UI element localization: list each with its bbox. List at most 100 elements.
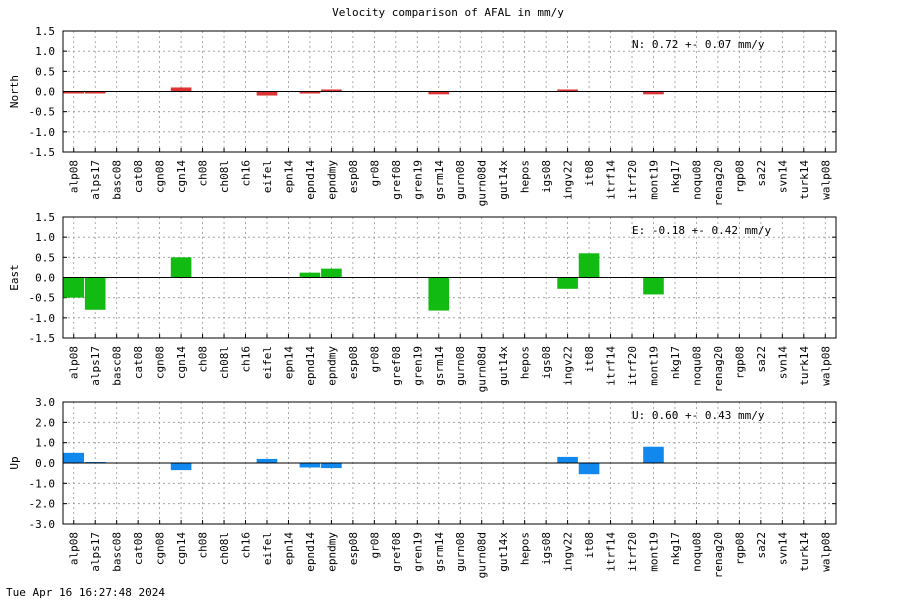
- east-xtick-label: alps17: [89, 346, 102, 386]
- up-xtick-label: gurn08: [454, 532, 467, 572]
- up-bar-epnd14: [299, 463, 321, 468]
- east-xtick-label: svn14: [776, 346, 789, 379]
- north-xtick-label: epnd14: [304, 160, 317, 200]
- east-xtick-label: sa22: [755, 346, 768, 373]
- north-ytick-label: -1.0: [29, 126, 56, 139]
- up-xtick-label: ch08: [197, 532, 210, 559]
- up-xtick-label: epnd14: [304, 532, 317, 572]
- east-xtick-label: epn14: [282, 346, 295, 379]
- up-xtick-label: gr08: [368, 532, 381, 559]
- north-ytick-label: 1.0: [35, 45, 55, 58]
- north-xtick-label: gref08: [390, 160, 403, 200]
- up-bar-alps17: [84, 461, 106, 463]
- north-bar-alps17: [84, 91, 106, 94]
- up-xtick-label: cgn14: [175, 532, 188, 565]
- up-xtick-label: ingv22: [562, 532, 575, 572]
- east-bar-it08: [578, 253, 600, 278]
- north-axis-label: North: [8, 75, 21, 108]
- up-xtick-label: ch16: [240, 532, 253, 559]
- north-xtick-label: gurn08: [454, 160, 467, 200]
- north-xtick-label: svn14: [776, 160, 789, 193]
- up-xtick-label: hepos: [519, 532, 532, 565]
- east-ytick-label: 0.0: [35, 272, 55, 285]
- north-xtick-label: renag20: [712, 160, 725, 206]
- east-xtick-label: alp08: [68, 346, 81, 379]
- up-stat-annotation: U: 0.60 +- 0.43 mm/y: [632, 409, 765, 422]
- north-xtick-label: gurn08d: [476, 160, 489, 206]
- up-xtick-label: it08: [583, 532, 596, 559]
- north-ytick-label: 0.5: [35, 65, 55, 78]
- north-bar-epndmy: [321, 89, 342, 92]
- east-xtick-label: renag20: [712, 346, 725, 392]
- north-xtick-label: alp08: [68, 160, 81, 193]
- east-xtick-label: gurn08: [454, 346, 467, 386]
- up-xtick-label: itrf20: [626, 532, 639, 572]
- north-xtick-label: turk14: [798, 160, 811, 200]
- up-bar-ingv22: [557, 456, 578, 463]
- up-xtick-label: rgp08: [733, 532, 746, 565]
- east-ytick-label: 1.0: [35, 231, 55, 244]
- up-xtick-label: esp08: [347, 532, 360, 565]
- east-xtick-label: gurn08d: [476, 346, 489, 392]
- east-xtick-label: itrf14: [605, 346, 618, 386]
- north-xtick-label: hepos: [519, 160, 532, 193]
- north-xtick-label: mont19: [647, 160, 660, 200]
- east-xtick-label: rgp08: [733, 346, 746, 379]
- east-xtick-label: epnd14: [304, 346, 317, 386]
- east-bar-alps17: [84, 277, 106, 310]
- east-xtick-label: gref08: [390, 346, 403, 386]
- east-axis-label: East: [8, 264, 21, 291]
- east-xtick-label: walp08: [819, 346, 832, 386]
- north-xtick-label: nkg17: [669, 160, 682, 193]
- east-xtick-label: gr08: [368, 346, 381, 373]
- east-ytick-label: 1.5: [35, 211, 55, 224]
- east-xtick-label: cat08: [132, 346, 145, 379]
- north-bar-epnd14: [299, 91, 321, 94]
- north-bar-eifel: [256, 91, 278, 96]
- up-plot-frame: [62, 401, 837, 525]
- north-bar-alp08: [63, 91, 85, 94]
- east-bar-cgn14: [170, 257, 192, 278]
- up-xtick-label: gref08: [390, 532, 403, 572]
- up-bar-eifel: [256, 458, 278, 463]
- north-xtick-label: gsrm14: [433, 160, 446, 200]
- up-ytick-label: 3.0: [35, 396, 55, 409]
- up-xtick-label: turk14: [798, 532, 811, 572]
- chart-title: Velocity comparison of AFAL in mm/y: [332, 6, 564, 19]
- east-bar-gsrm14: [428, 277, 450, 311]
- up-xtick-label: igs08: [540, 532, 553, 565]
- up-ytick-label: -3.0: [29, 518, 56, 531]
- up-bar-cgn14: [170, 463, 192, 471]
- north-xtick-label: sa22: [755, 160, 768, 187]
- up-xtick-label: gsrm14: [433, 532, 446, 572]
- up-xtick-label: renag20: [712, 532, 725, 578]
- up-xtick-label: cat08: [132, 532, 145, 565]
- up-xtick-label: basc08: [111, 532, 124, 572]
- north-bar-ingv22: [557, 89, 578, 92]
- east-xtick-label: ch08: [197, 346, 210, 373]
- north-xtick-label: noqu08: [690, 160, 703, 200]
- east-xtick-label: hepos: [519, 346, 532, 379]
- north-xtick-label: gr08: [368, 160, 381, 187]
- north-xtick-label: ch08l: [218, 160, 231, 193]
- north-bar-mont19: [643, 91, 664, 95]
- east-bar-epnd14: [299, 272, 321, 278]
- up-xtick-label: cgn08: [154, 532, 167, 565]
- up-ytick-label: 0.0: [35, 457, 55, 470]
- up-ytick-label: -1.0: [29, 477, 56, 490]
- east-xtick-label: igs08: [540, 346, 553, 379]
- up-ytick-label: 2.0: [35, 416, 55, 429]
- north-xtick-label: cgn08: [154, 160, 167, 193]
- east-xtick-label: gut14x: [497, 346, 510, 386]
- north-ytick-label: 0.0: [35, 86, 55, 99]
- up-xtick-label: alp08: [68, 532, 81, 565]
- east-xtick-label: cgn08: [154, 346, 167, 379]
- north-xtick-label: itrf14: [605, 160, 618, 200]
- up-xtick-label: epn14: [282, 532, 295, 565]
- east-bar-epndmy: [321, 268, 342, 278]
- east-xtick-label: epndmy: [325, 346, 338, 386]
- up-xtick-label: eifel: [261, 532, 274, 565]
- north-ytick-label: -1.5: [29, 146, 56, 159]
- up-bar-epndmy: [321, 463, 342, 469]
- east-bar-alp08: [63, 277, 85, 298]
